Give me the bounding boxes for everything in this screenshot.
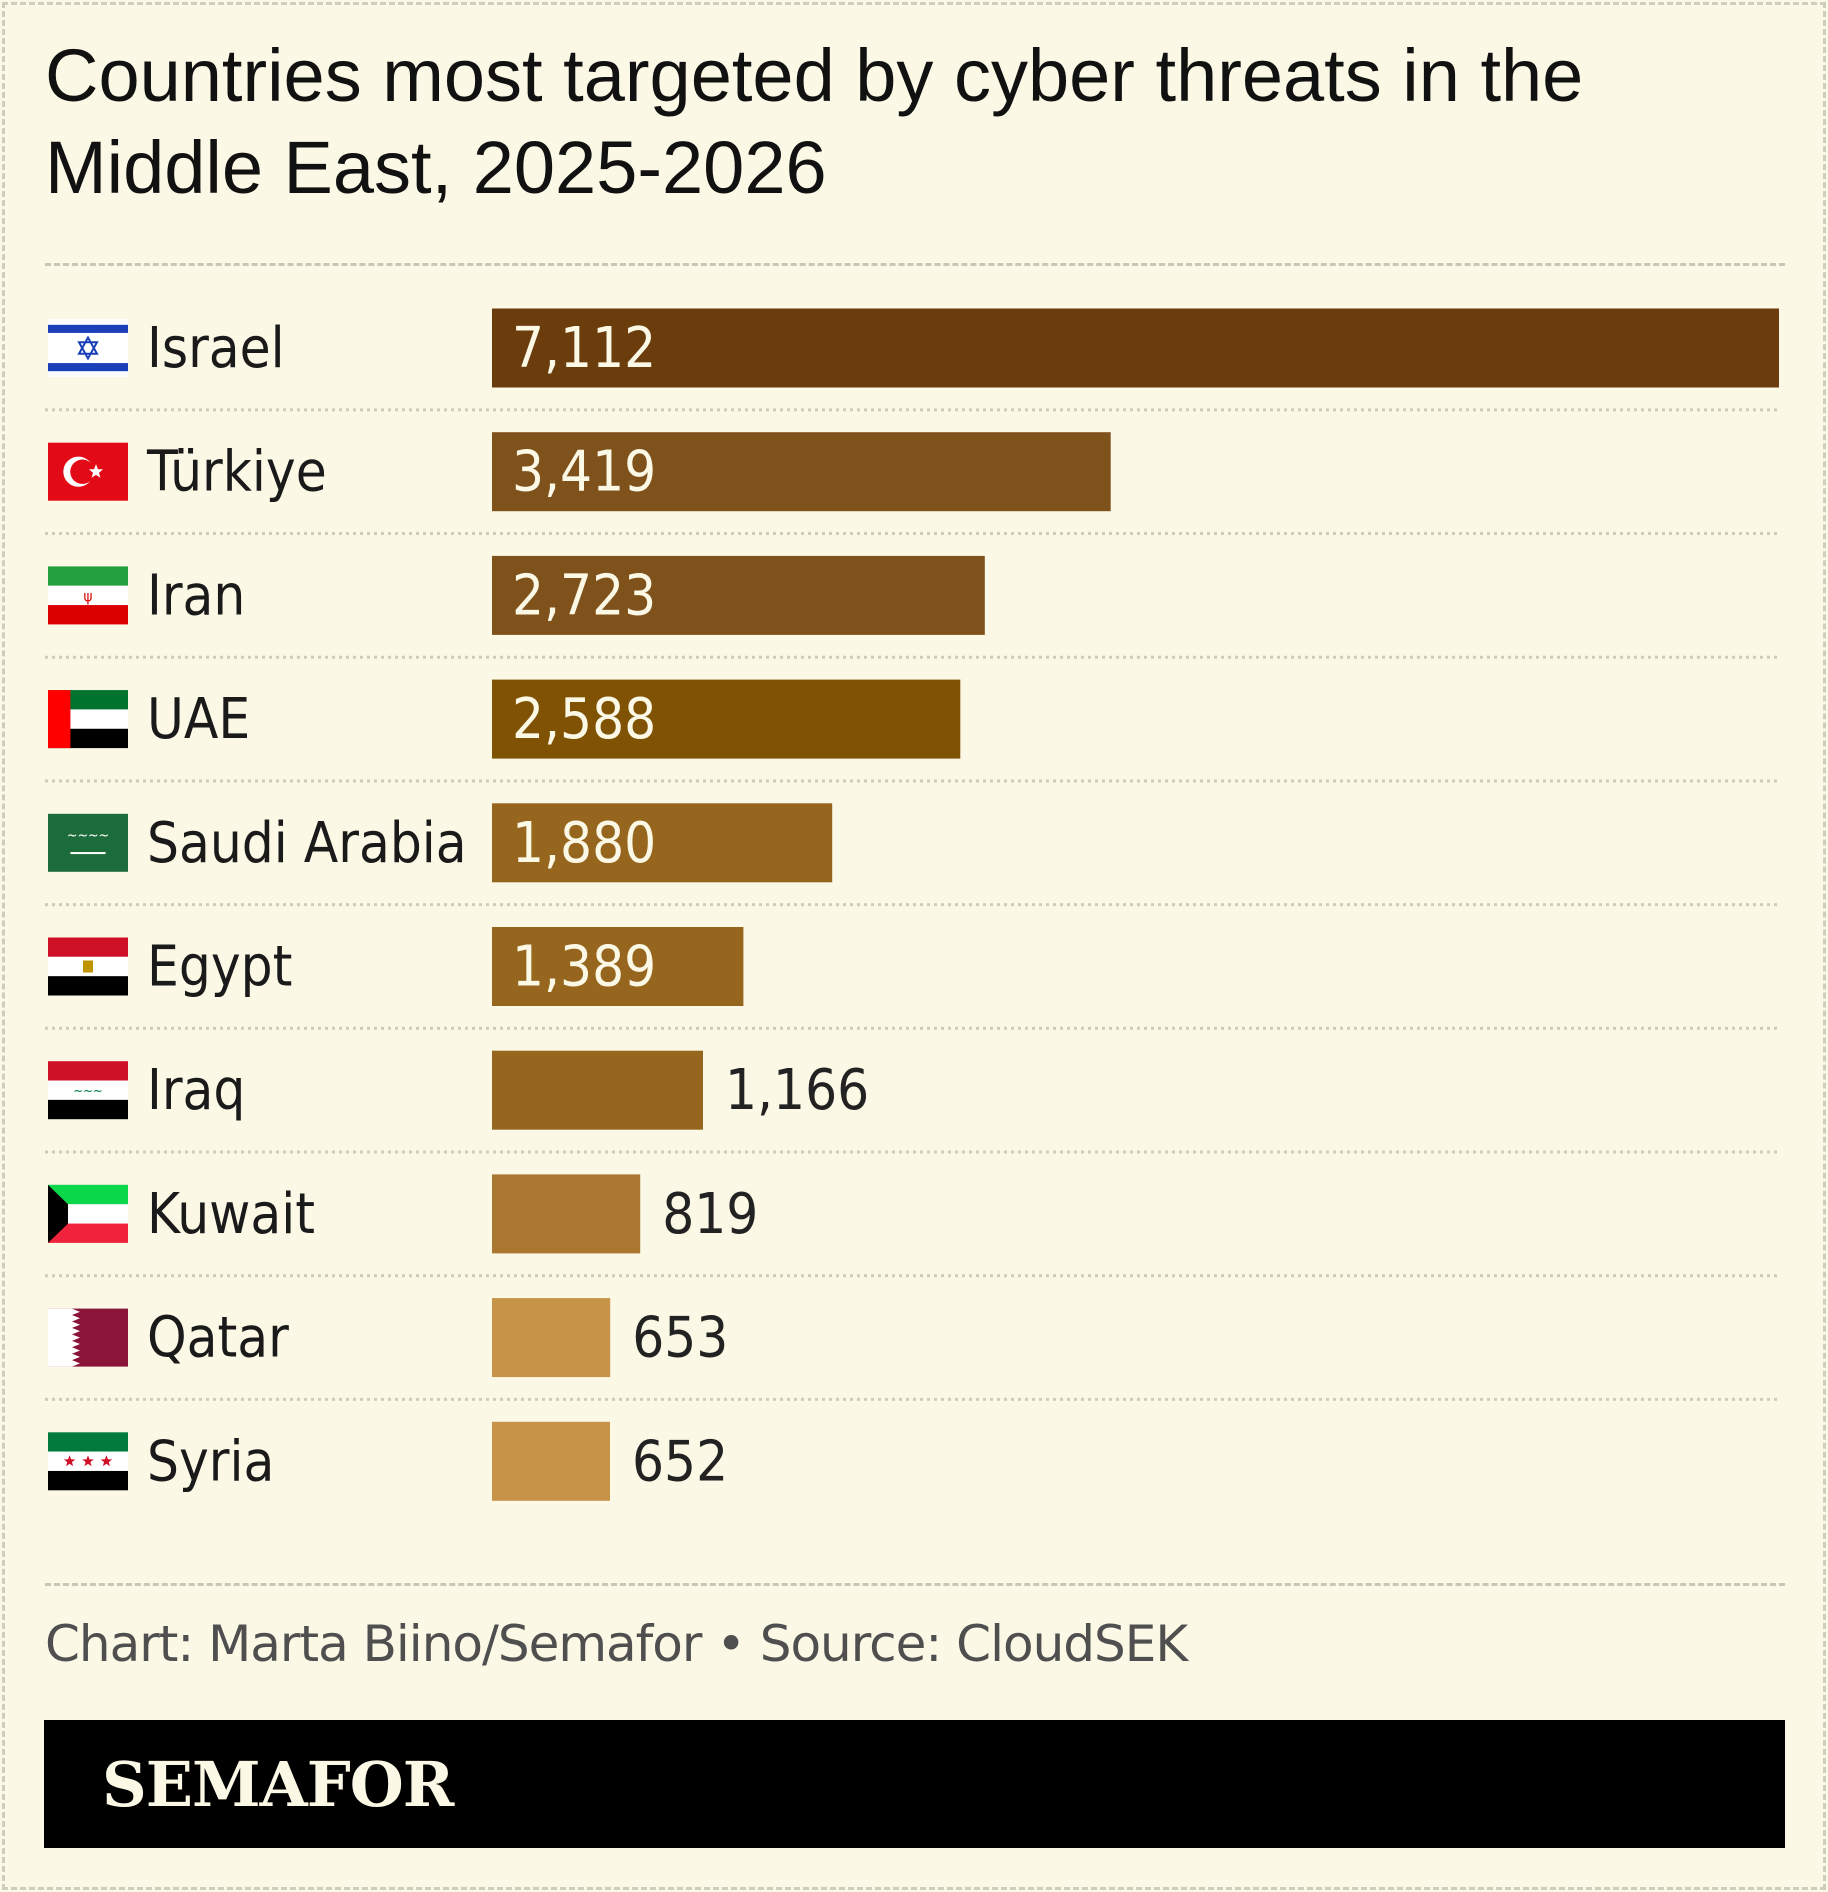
bar: [492, 1298, 611, 1378]
flag-stripe: [48, 813, 128, 872]
value-label: 2,588: [512, 687, 656, 752]
script-icon: ~~~~: [67, 828, 109, 844]
flag-trapezoid: [48, 1184, 68, 1243]
flag-stripe: [48, 1223, 128, 1243]
flag-stripe: [48, 976, 128, 996]
category-label: UAE: [147, 687, 250, 752]
bar-row: Qatar 653: [45, 1298, 1780, 1401]
script-icon: ~~~: [73, 1084, 102, 1099]
star-of-david-shape: [77, 335, 99, 355]
category-label: Israel: [147, 316, 285, 381]
eagle-emblem-icon: [83, 960, 93, 973]
flag-stripe: [48, 324, 128, 333]
category-label: Iraq: [147, 1058, 245, 1123]
bar: [492, 1174, 641, 1254]
bar: [492, 432, 1111, 512]
flag-stripe: [48, 1080, 128, 1100]
flag-stripe: [48, 1184, 128, 1205]
category-label: Kuwait: [147, 1182, 315, 1247]
star-of-david-shape: [77, 341, 99, 361]
brand-logo: SEMAFOR: [102, 1748, 454, 1821]
star-shape: [100, 1455, 113, 1467]
chart-title: Countries most targeted by cyber threats…: [45, 34, 1584, 209]
bottom-divider: [45, 1583, 1785, 1586]
bar-row: Kuwait 819: [45, 1174, 1780, 1278]
category-label: Syria: [147, 1429, 274, 1494]
bar-row: Israel 7,112: [45, 308, 1780, 412]
bar-row: ψ Iran 2,723: [45, 555, 1780, 659]
emblem-icon: ψ: [84, 587, 93, 605]
bar-row: Syria 652: [48, 1421, 728, 1501]
category-label: Egypt: [147, 935, 292, 1000]
value-label: 1,389: [512, 935, 656, 1000]
flag-stripe: [48, 566, 128, 586]
uae-flag-icon: [48, 690, 128, 749]
category-label: Saudi Arabia: [147, 811, 467, 876]
turkiye-flag-icon: [48, 442, 128, 501]
crescent-inner: [70, 459, 95, 484]
brand-footer: SEMAFOR: [44, 1720, 1785, 1848]
flag-stripe: [48, 1099, 128, 1120]
bar: [492, 308, 1779, 388]
flag-stripe: [48, 1061, 128, 1081]
iran-flag-icon: ψ: [48, 566, 128, 625]
flag-serration: [48, 1308, 80, 1367]
value-label: 3,419: [512, 440, 656, 505]
bar: [492, 1421, 610, 1501]
value-label: 819: [662, 1182, 758, 1247]
category-label: Türkiye: [146, 440, 327, 505]
flag-stripe: [48, 605, 128, 625]
chart-credit: Chart: Marta Biino/Semafor • Source: Clo…: [45, 1615, 1188, 1673]
bar-row: Egypt 1,389: [45, 927, 1780, 1030]
flag-stripe: [48, 937, 128, 957]
crescent-star: [88, 464, 104, 478]
flag-stripe: [48, 1432, 128, 1452]
bar-row: ~~~~ Saudi Arabia 1,880: [45, 803, 1780, 907]
bar: [492, 679, 961, 759]
star-shape: [63, 1455, 76, 1467]
flag-stripe: [48, 585, 128, 606]
category-label: Iran: [147, 563, 245, 628]
egypt-flag-icon: [48, 937, 128, 996]
bar: [492, 927, 744, 1006]
bar: [492, 555, 985, 635]
value-label: 652: [632, 1429, 728, 1494]
syria-flag-icon: [48, 1432, 128, 1491]
value-label: 1,166: [725, 1058, 869, 1123]
value-label: 7,112: [512, 316, 656, 381]
qatar-flag-icon: [48, 1308, 128, 1367]
bar-row: UAE 2,588: [45, 679, 1780, 783]
flag-stripe: [48, 1470, 128, 1491]
star-shape: [82, 1455, 94, 1467]
value-label: 1,880: [512, 811, 656, 876]
flag-stripe: [48, 363, 128, 372]
top-divider: [45, 263, 1785, 266]
saudi-arabia-flag-icon: ~~~~: [48, 813, 128, 872]
sword-shape: [70, 852, 106, 855]
flag-stripe: [48, 690, 71, 749]
value-label: 653: [632, 1306, 728, 1371]
bar: [492, 1050, 703, 1130]
kuwait-flag-icon: [48, 1184, 128, 1243]
bar: [492, 803, 833, 883]
israel-flag-icon: [48, 319, 128, 377]
bar-row: Türkiye 3,419: [45, 432, 1780, 535]
category-label: Qatar: [147, 1306, 289, 1371]
iraq-flag-icon: ~~~: [48, 1061, 128, 1120]
bar-row: ~~~ Iraq 1,166: [45, 1050, 1780, 1154]
value-label: 2,723: [512, 563, 656, 628]
